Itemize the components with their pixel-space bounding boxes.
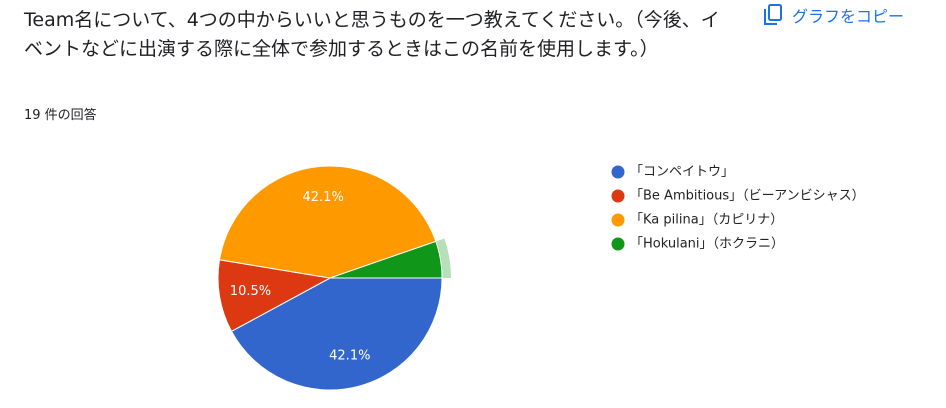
slice-highlight	[330, 238, 451, 278]
copy-label: グラフをコピー	[792, 7, 905, 26]
pie-slice	[329, 240, 443, 279]
question-title: Team名について、4つの中からいいと思うものを一つ教えてください。（今後、イベ…	[24, 9, 720, 60]
legend-swatch	[611, 213, 625, 227]
slice-label: 42.1%	[303, 190, 344, 205]
legend-swatch	[611, 189, 625, 203]
copy-icon	[764, 4, 782, 25]
pie-slice	[230, 277, 443, 391]
legend-label: 「Ka pilina」（カピリナ）	[630, 213, 783, 228]
legend-swatch	[611, 165, 625, 179]
copy-chart-button[interactable]: グラフをコピー	[764, 3, 904, 27]
slice-label: 10.5%	[230, 284, 271, 299]
legend-swatch	[611, 237, 625, 251]
legend-label: 「コンペイトウ」	[630, 165, 734, 180]
slice-label: 42.1%	[329, 349, 370, 364]
response-count: 19 件の回答	[24, 108, 97, 123]
legend-label: 「Be Ambitious」（ビーアンビシャス）	[630, 189, 865, 204]
legend-label: 「Hokulani」（ホクラニ）	[630, 237, 784, 252]
pie-slice	[218, 165, 437, 279]
pie-slice	[217, 259, 332, 333]
